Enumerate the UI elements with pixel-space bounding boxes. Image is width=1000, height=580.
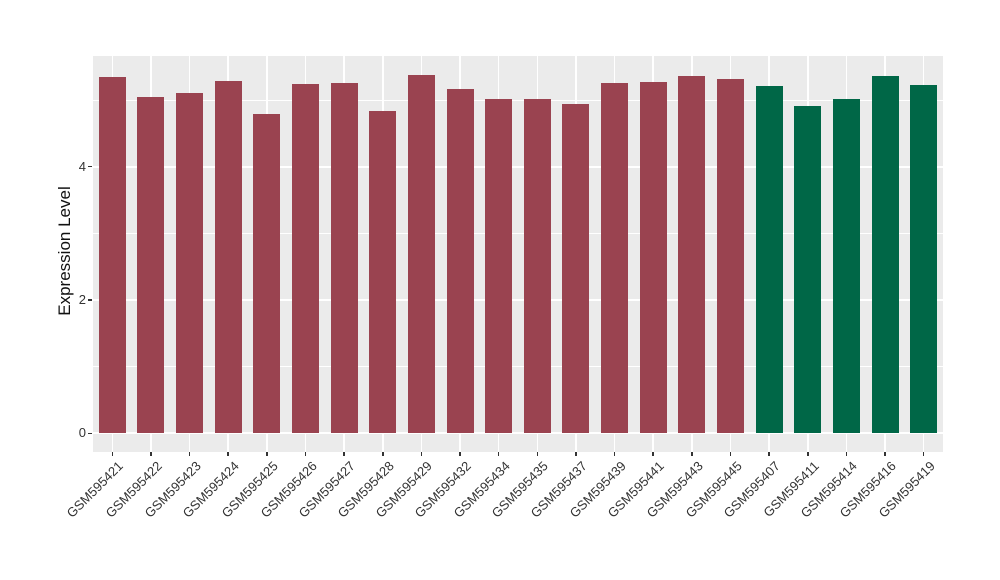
- bar: [601, 82, 629, 434]
- bar: [639, 82, 667, 434]
- bar: [523, 99, 551, 434]
- minor-gridline: [93, 232, 943, 234]
- x-tick-mark: [729, 452, 732, 456]
- x-tick-mark: [922, 452, 925, 456]
- x-tick-mark: [768, 452, 770, 456]
- bar: [214, 81, 242, 434]
- x-tick-mark: [613, 452, 616, 456]
- x-tick-mark: [227, 452, 229, 456]
- x-tick-mark: [807, 452, 809, 456]
- y-tick-mark: [88, 165, 92, 168]
- major-gridline: [93, 165, 943, 168]
- bar: [369, 110, 397, 434]
- bar: [755, 86, 783, 434]
- bar: [910, 84, 938, 434]
- y-tick-label: 0: [78, 425, 86, 441]
- x-tick-mark: [497, 452, 500, 456]
- x-tick-mark: [188, 452, 191, 456]
- minor-gridline: [93, 366, 943, 368]
- x-tick-mark: [691, 452, 693, 456]
- plot-panel: [93, 56, 943, 452]
- x-tick-mark: [884, 452, 886, 456]
- x-tick-mark: [111, 452, 114, 456]
- bar: [253, 114, 281, 434]
- x-tick-mark: [575, 452, 577, 456]
- bar: [485, 98, 513, 434]
- major-gridline: [93, 299, 943, 301]
- bar: [794, 106, 822, 434]
- bar: [832, 99, 860, 434]
- y-tick-label: 2: [78, 292, 86, 307]
- y-tick-mark: [88, 432, 92, 435]
- bar: [292, 84, 319, 434]
- bar: [407, 75, 435, 434]
- bar: [678, 76, 706, 434]
- bar: [562, 104, 590, 434]
- minor-gridline: [93, 99, 943, 101]
- x-tick-mark: [266, 452, 268, 456]
- y-tick-label: 4: [78, 158, 86, 174]
- bar: [717, 79, 744, 434]
- bar: [446, 88, 474, 434]
- x-tick-mark: [536, 452, 539, 456]
- bar: [330, 82, 358, 434]
- major-gridline: [93, 432, 943, 435]
- bar: [871, 76, 899, 434]
- x-tick-mark: [343, 452, 345, 456]
- bar: [176, 93, 204, 434]
- x-tick-mark: [652, 452, 654, 456]
- y-tick-mark: [88, 299, 92, 301]
- bar: [137, 97, 165, 434]
- x-tick-mark: [420, 452, 423, 456]
- x-tick-mark: [382, 452, 384, 456]
- x-tick-mark: [459, 452, 461, 456]
- bars-layer: [93, 56, 943, 452]
- x-tick-mark: [150, 452, 152, 456]
- x-tick-mark: [304, 452, 307, 456]
- bar: [98, 76, 126, 434]
- x-tick-mark: [845, 452, 848, 456]
